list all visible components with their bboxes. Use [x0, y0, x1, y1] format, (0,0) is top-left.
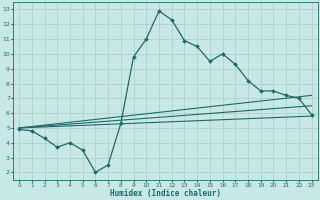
- X-axis label: Humidex (Indice chaleur): Humidex (Indice chaleur): [110, 189, 221, 198]
